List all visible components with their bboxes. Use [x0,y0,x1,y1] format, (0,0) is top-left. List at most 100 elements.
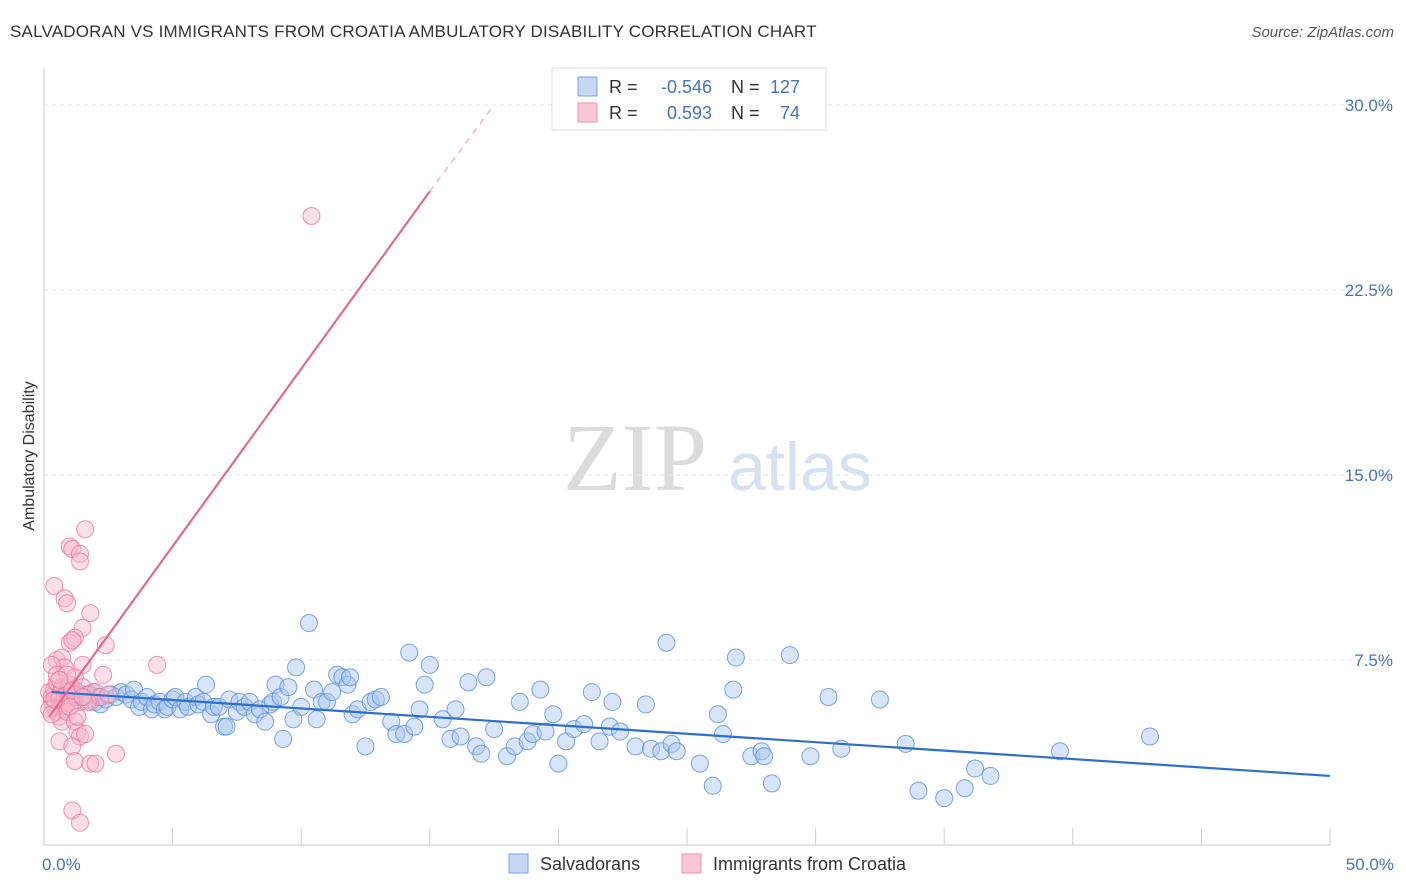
trend-line-salvadorans [51,690,1331,778]
point-croatia [55,589,74,608]
point-salvadorans [287,658,306,677]
y-axis-title: Ambulatory Disability [21,381,38,530]
point-croatia [45,577,64,595]
point-salvadorans [261,695,280,714]
point-salvadorans [1050,742,1069,761]
point-salvadorans [472,744,491,763]
legend-n-label-blue: N = [731,77,760,97]
point-salvadorans [323,683,342,702]
bottom-legend-label-salvadorans: Salvadorans [540,854,640,874]
point-croatia [81,604,100,623]
point-croatia [71,552,90,571]
legend-swatch-blue [577,76,598,97]
grid-lines [44,104,1392,661]
y-tick-label: 15.0% [1345,466,1393,485]
point-salvadorans [387,725,406,743]
legend-r-label-pink: R = [609,103,638,123]
point-salvadorans [714,725,733,743]
point-salvadorans [531,680,550,699]
point-salvadorans [235,697,254,716]
point-salvadorans [703,776,722,795]
point-croatia [58,594,77,613]
stats-legend-box [551,67,827,131]
point-croatia [63,631,82,650]
point-croatia [107,744,126,763]
point-salvadorans [708,705,727,724]
point-salvadorans [780,646,799,665]
point-salvadorans [143,700,162,719]
point-croatia [71,813,90,832]
series-legend: Salvadorans Immigrants from Croatia [508,853,907,874]
point-salvadorans [981,766,1000,785]
point-salvadorans [966,759,985,778]
point-salvadorans [626,737,645,756]
point-salvadorans [451,727,470,746]
point-salvadorans [582,683,601,702]
series-salvadorans [47,614,1159,808]
point-croatia [42,655,61,674]
stats-legend: R = -0.546 N = 127 R = 0.593 N = 74 [551,67,827,131]
point-salvadorans [603,692,622,711]
point-croatia [73,618,92,637]
bottom-legend-label-croatia: Immigrants from Croatia [713,854,907,874]
point-salvadorans [600,717,619,736]
point-croatia [71,727,90,746]
point-croatia [40,700,59,719]
point-salvadorans [410,700,429,719]
point-salvadorans [371,688,390,706]
point-salvadorans [420,655,439,674]
y-tick-label: 22.5% [1345,281,1393,300]
point-salvadorans [356,737,375,756]
point-croatia [65,628,84,647]
point-salvadorans [405,717,424,736]
trend-lines [48,104,1331,778]
point-salvadorans [636,695,655,714]
point-salvadorans [217,717,236,736]
legend-r-value-blue: -0.546 [661,77,712,97]
watermark: ZIP atlas [563,404,872,511]
point-salvadorans [575,715,594,734]
point-salvadorans [292,697,311,716]
x-tick-label-start: 0.0% [42,855,81,874]
point-salvadorans [230,692,249,711]
point-salvadorans [762,774,781,793]
point-salvadorans [652,742,671,761]
point-salvadorans [611,722,630,741]
point-salvadorans [510,692,529,711]
point-salvadorans [549,754,568,773]
legend-r-value-pink: 0.593 [667,103,712,123]
point-salvadorans [189,695,208,714]
point-croatia [65,752,84,771]
point-salvadorans [274,729,293,748]
point-croatia [68,707,87,726]
watermark-atlas: atlas [728,429,872,505]
x-axis-ticks [172,828,1331,845]
point-salvadorans [338,675,357,694]
point-croatia [96,636,115,655]
point-salvadorans [366,690,385,709]
point-salvadorans [415,675,434,694]
legend-r-label-blue: R = [609,77,638,97]
point-salvadorans [819,688,838,706]
point-croatia [47,651,66,669]
point-salvadorans [752,742,771,761]
watermark-zip: ZIP [563,404,707,511]
point-salvadorans [477,668,496,687]
point-salvadorans [690,754,709,773]
point-croatia [50,670,69,689]
point-salvadorans [441,729,460,748]
legend-n-value-blue: 127 [770,77,800,97]
y-axis-tick-labels: 7.5% 15.0% 22.5% 30.0% [1345,96,1393,670]
point-salvadorans [446,700,465,719]
y-tick-label: 30.0% [1345,96,1393,115]
point-croatia [302,207,321,225]
point-salvadorans [459,673,478,692]
point-croatia [94,665,113,684]
point-salvadorans [870,690,889,709]
point-salvadorans [724,680,743,699]
point-croatia [76,520,95,539]
point-salvadorans [755,747,774,766]
point-salvadorans [299,614,318,632]
bottom-legend-swatch-pink [681,853,702,874]
